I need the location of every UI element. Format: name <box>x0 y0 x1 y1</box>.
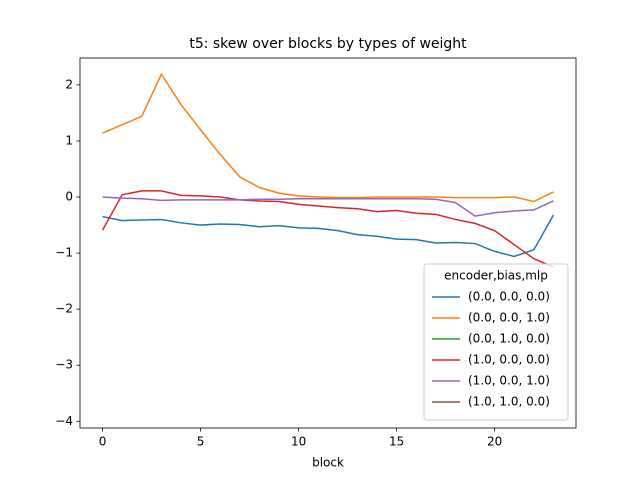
x-tick-label: 0 <box>99 435 107 449</box>
legend-label: (0.0, 0.0, 1.0) <box>468 311 550 325</box>
y-tick-label: 0 <box>65 190 73 204</box>
y-tick-label: 2 <box>65 77 73 91</box>
plot-frame <box>79 57 577 429</box>
legend-label: (1.0, 1.0, 0.0) <box>468 395 550 409</box>
legend-label: (0.0, 1.0, 0.0) <box>468 332 550 346</box>
legend-title: encoder,bias,mlp <box>444 269 548 283</box>
x-axis-label: block <box>312 456 344 470</box>
series-line <box>102 196 554 217</box>
series-line <box>101 190 554 268</box>
chart-title: t5: skew over blocks by types of weight <box>189 36 467 52</box>
series-line <box>102 214 555 258</box>
x-tick-label: 20 <box>487 435 502 449</box>
legend-label: (1.0, 0.0, 0.0) <box>468 353 550 367</box>
y-tick-label: 1 <box>65 133 73 147</box>
x-tick-label: 10 <box>291 435 306 449</box>
x-tick-label: 15 <box>389 435 404 449</box>
y-tick-label: −3 <box>55 358 73 372</box>
legend-label: (0.0, 0.0, 0.0) <box>468 290 550 304</box>
legend-label: (1.0, 0.0, 1.0) <box>468 374 550 388</box>
y-tick-label: −1 <box>55 246 73 260</box>
y-tick-label: −4 <box>55 414 73 428</box>
series-line <box>102 72 554 203</box>
y-tick-label: −2 <box>55 302 73 316</box>
x-tick-label: 5 <box>197 435 205 449</box>
